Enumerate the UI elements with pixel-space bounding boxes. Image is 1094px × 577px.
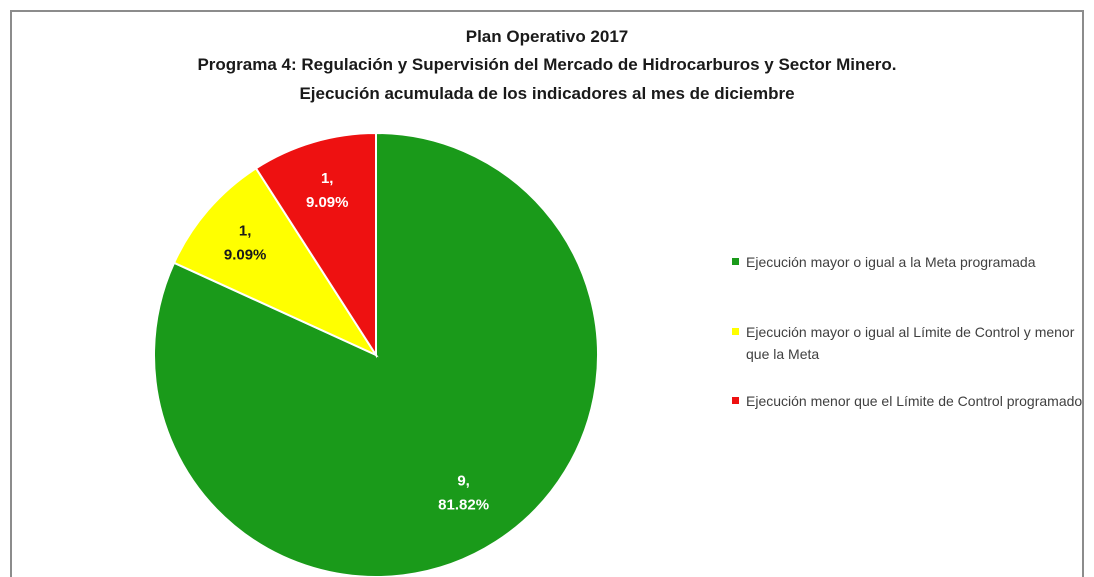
chart-title: Plan Operativo 2017 xyxy=(465,27,629,46)
slice-percent-label: 81.82% xyxy=(438,496,489,513)
slice-value-label: 1, xyxy=(239,223,252,240)
slice-value-label: 1, xyxy=(321,170,334,187)
legend-item-meta: Ejecución mayor o igual a la Meta progra… xyxy=(732,251,1092,273)
legend-label: Ejecución menor que el Límite de Control… xyxy=(746,393,1083,409)
legend-swatch-red xyxy=(732,397,739,404)
legend-item-limite: Ejecución mayor o igual al Límite de Con… xyxy=(732,321,1092,365)
slice-percent-label: 9.09% xyxy=(306,194,349,211)
slice-limite xyxy=(172,166,379,358)
legend-label: Ejecución mayor o igual al Límite de Con… xyxy=(746,324,1075,362)
legend-swatch-green xyxy=(732,258,739,265)
slice-value-label: 9, xyxy=(457,472,470,489)
legend-swatch-yellow xyxy=(732,328,739,335)
slice-percent-label: 9.09% xyxy=(224,247,267,264)
legend-item-menor: Ejecución menor que el Límite de Control… xyxy=(732,390,1092,412)
chart-subtitle: Programa 4: Regulación y Supervisión del… xyxy=(197,55,897,74)
chart-subtitle-2: Ejecución acumulada de los indicadores a… xyxy=(299,84,795,103)
legend-label: Ejecución mayor o igual a la Meta progra… xyxy=(746,254,1036,270)
slice-menor xyxy=(254,131,377,359)
